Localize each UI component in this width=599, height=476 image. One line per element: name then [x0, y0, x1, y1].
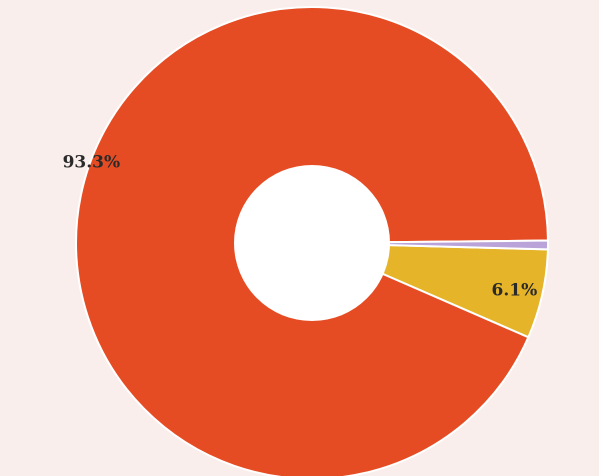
- slice-label-1: 93.3%: [63, 153, 121, 173]
- slice-labels: 93.3% 6.1%: [63, 153, 538, 301]
- slice-label-2: 6.1%: [492, 281, 538, 301]
- donut-hole: [234, 165, 390, 321]
